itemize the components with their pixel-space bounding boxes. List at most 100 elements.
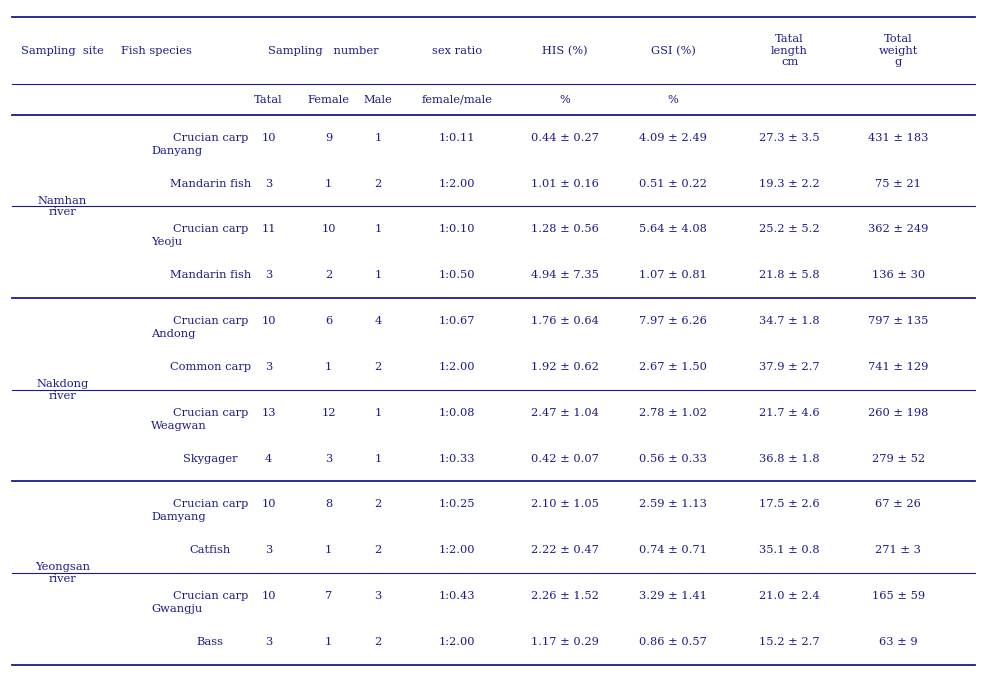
Text: 1: 1 (374, 270, 382, 280)
Text: Female: Female (308, 95, 349, 105)
Text: 431 ± 183: 431 ± 183 (867, 133, 928, 142)
Text: 1:0.08: 1:0.08 (439, 408, 474, 418)
Text: 37.9 ± 2.7: 37.9 ± 2.7 (758, 362, 819, 372)
Text: 0.56 ± 0.33: 0.56 ± 0.33 (639, 454, 706, 464)
Text: 279 ± 52: 279 ± 52 (871, 454, 924, 464)
Text: Andong: Andong (151, 329, 195, 339)
Text: 4.94 ± 7.35: 4.94 ± 7.35 (530, 270, 598, 280)
Text: 3: 3 (374, 591, 382, 601)
Text: Tatal: Tatal (253, 95, 283, 105)
Text: 136 ± 30: 136 ± 30 (871, 270, 924, 280)
Text: 2: 2 (374, 637, 382, 647)
Text: Mandarin fish: Mandarin fish (170, 178, 250, 188)
Text: 2: 2 (374, 500, 382, 510)
Text: Nakdong
river: Nakdong river (36, 379, 88, 400)
Text: 75 ± 21: 75 ± 21 (875, 178, 920, 188)
Text: 741 ± 129: 741 ± 129 (867, 362, 928, 372)
Text: Crucian carp: Crucian carp (173, 224, 247, 234)
Text: Mandarin fish: Mandarin fish (170, 270, 250, 280)
Text: 1:2.00: 1:2.00 (439, 362, 474, 372)
Text: Catfish: Catfish (189, 545, 231, 556)
Text: 2.22 ± 0.47: 2.22 ± 0.47 (530, 545, 598, 556)
Text: female/male: female/male (421, 95, 492, 105)
Text: 2: 2 (374, 362, 382, 372)
Text: 2.26 ± 1.52: 2.26 ± 1.52 (530, 591, 598, 601)
Text: 0.51 ± 0.22: 0.51 ± 0.22 (639, 178, 706, 188)
Text: 13: 13 (261, 408, 275, 418)
Text: 35.1 ± 0.8: 35.1 ± 0.8 (758, 545, 819, 556)
Text: 7: 7 (324, 591, 332, 601)
Text: Sampling   number: Sampling number (267, 46, 379, 55)
Text: 19.3 ± 2.2: 19.3 ± 2.2 (758, 178, 819, 188)
Text: 2.78 ± 1.02: 2.78 ± 1.02 (639, 408, 706, 418)
Text: 1.92 ± 0.62: 1.92 ± 0.62 (530, 362, 598, 372)
Text: 34.7 ± 1.8: 34.7 ± 1.8 (758, 316, 819, 326)
Text: 1: 1 (374, 224, 382, 234)
Text: Crucian carp: Crucian carp (173, 500, 247, 510)
Text: Gwangju: Gwangju (151, 604, 202, 614)
Text: 17.5 ± 2.6: 17.5 ± 2.6 (758, 500, 819, 510)
Text: Total
weight
g: Total weight g (878, 34, 917, 68)
Text: Damyang: Damyang (151, 512, 205, 522)
Text: 1.07 ± 0.81: 1.07 ± 0.81 (639, 270, 706, 280)
Text: sex ratio: sex ratio (432, 46, 481, 55)
Text: 362 ± 249: 362 ± 249 (867, 224, 928, 234)
Text: 25.2 ± 5.2: 25.2 ± 5.2 (758, 224, 819, 234)
Text: 1: 1 (324, 637, 332, 647)
Text: Crucian carp: Crucian carp (173, 408, 247, 418)
Text: 3: 3 (264, 545, 272, 556)
Text: 10: 10 (261, 591, 275, 601)
Text: Skygager: Skygager (182, 454, 238, 464)
Text: 2.10 ± 1.05: 2.10 ± 1.05 (530, 500, 598, 510)
Text: 1:0.25: 1:0.25 (439, 500, 474, 510)
Text: 9: 9 (324, 133, 332, 142)
Text: 1: 1 (374, 133, 382, 142)
Text: 271 ± 3: 271 ± 3 (875, 545, 920, 556)
Text: 1: 1 (374, 454, 382, 464)
Text: HIS (%): HIS (%) (541, 45, 587, 56)
Text: 165 ± 59: 165 ± 59 (871, 591, 924, 601)
Text: 1:0.11: 1:0.11 (439, 133, 474, 142)
Text: 0.42 ± 0.07: 0.42 ± 0.07 (530, 454, 598, 464)
Text: 12: 12 (321, 408, 335, 418)
Text: Common carp: Common carp (170, 362, 250, 372)
Text: 1:0.10: 1:0.10 (439, 224, 474, 234)
Text: 6: 6 (324, 316, 332, 326)
Text: 63 ± 9: 63 ± 9 (878, 637, 917, 647)
Text: 1: 1 (324, 178, 332, 188)
Text: 0.44 ± 0.27: 0.44 ± 0.27 (530, 133, 598, 142)
Text: 1: 1 (374, 408, 382, 418)
Text: 21.0 ± 2.4: 21.0 ± 2.4 (758, 591, 819, 601)
Text: 4: 4 (374, 316, 382, 326)
Text: 3: 3 (264, 270, 272, 280)
Text: 2.59 ± 1.13: 2.59 ± 1.13 (639, 500, 706, 510)
Text: 0.74 ± 0.71: 0.74 ± 0.71 (639, 545, 706, 556)
Text: 1.76 ± 0.64: 1.76 ± 0.64 (530, 316, 598, 326)
Text: 21.7 ± 4.6: 21.7 ± 4.6 (758, 408, 819, 418)
Text: 1.01 ± 0.16: 1.01 ± 0.16 (530, 178, 598, 188)
Text: 3: 3 (324, 454, 332, 464)
Text: Bass: Bass (196, 637, 224, 647)
Text: Tatal
length
cm: Tatal length cm (770, 34, 808, 68)
Text: 1:2.00: 1:2.00 (439, 178, 474, 188)
Text: 2: 2 (374, 178, 382, 188)
Text: 1: 1 (324, 545, 332, 556)
Text: Namhan
river: Namhan river (37, 196, 87, 217)
Text: 1.17 ± 0.29: 1.17 ± 0.29 (530, 637, 598, 647)
Text: 2.47 ± 1.04: 2.47 ± 1.04 (530, 408, 598, 418)
Text: 260 ± 198: 260 ± 198 (867, 408, 928, 418)
Text: 8: 8 (324, 500, 332, 510)
Text: Male: Male (363, 95, 392, 105)
Text: GSI (%): GSI (%) (650, 45, 695, 56)
Text: 27.3 ± 3.5: 27.3 ± 3.5 (758, 133, 819, 142)
Text: 21.8 ± 5.8: 21.8 ± 5.8 (758, 270, 819, 280)
Text: Danyang: Danyang (151, 146, 202, 155)
Text: %: % (559, 95, 569, 105)
Text: %: % (668, 95, 677, 105)
Text: 1:0.33: 1:0.33 (439, 454, 474, 464)
Text: Crucian carp: Crucian carp (173, 591, 247, 601)
Text: 1: 1 (324, 362, 332, 372)
Text: 10: 10 (261, 316, 275, 326)
Text: 5.64 ± 4.08: 5.64 ± 4.08 (639, 224, 706, 234)
Text: 797 ± 135: 797 ± 135 (867, 316, 928, 326)
